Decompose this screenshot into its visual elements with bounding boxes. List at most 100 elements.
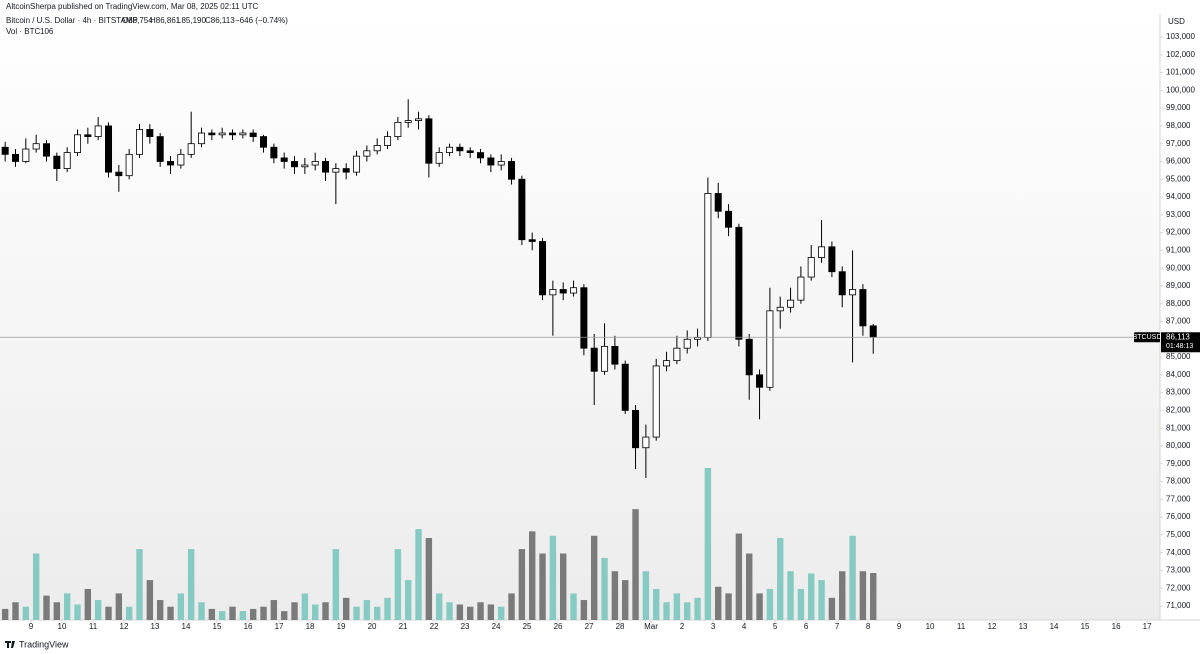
volume-bar xyxy=(218,611,226,620)
volume-bar xyxy=(74,604,81,620)
x-tick-label: 25 xyxy=(523,622,532,631)
candle-body xyxy=(528,239,536,242)
candle-body xyxy=(177,153,185,166)
volume-bar xyxy=(63,593,71,620)
candle-body xyxy=(198,132,206,145)
y-tick-label: 103,000 xyxy=(1166,32,1195,41)
candle-body xyxy=(270,146,278,159)
volume-bar xyxy=(663,602,670,620)
candle-body xyxy=(342,168,350,173)
volume-bar xyxy=(715,586,722,620)
volume-bar xyxy=(560,553,567,620)
volume-bar xyxy=(570,593,577,620)
volume-bar xyxy=(456,604,464,620)
volume-bar xyxy=(136,549,143,620)
y-tick-label: 82,000 xyxy=(1166,406,1191,415)
x-tick-label: 11 xyxy=(957,622,966,631)
candle-body xyxy=(332,168,340,173)
candle-body xyxy=(539,241,547,296)
candle-body xyxy=(167,161,175,166)
volume-bar xyxy=(105,606,112,620)
volume-bar xyxy=(591,535,598,620)
candle-body xyxy=(508,161,516,180)
volume-bar xyxy=(580,600,588,620)
volume-bar xyxy=(549,535,557,620)
volume-last: 106 xyxy=(40,27,54,36)
x-tick-label: 14 xyxy=(1050,622,1059,631)
candle-body xyxy=(404,120,412,123)
candle-body xyxy=(22,148,30,162)
candle-body xyxy=(477,152,485,159)
volume-bar xyxy=(270,600,278,620)
candle-body xyxy=(797,276,805,301)
candle-body xyxy=(415,118,423,121)
x-tick-label: 8 xyxy=(866,622,871,631)
volume-bar xyxy=(622,580,629,620)
x-tick-label: 12 xyxy=(120,622,129,631)
candle-body xyxy=(838,271,846,296)
volume-bar xyxy=(529,531,536,620)
candle-body xyxy=(394,121,402,137)
candle-body xyxy=(642,436,650,449)
x-tick-label: 28 xyxy=(616,622,625,631)
x-tick-label: 15 xyxy=(213,622,222,631)
candle-body xyxy=(239,132,247,136)
volume-bar xyxy=(32,553,40,620)
volume-bar xyxy=(198,602,205,620)
x-tick-label: 11 xyxy=(89,622,98,631)
symbol-tag xyxy=(1134,332,1160,343)
volume-bar xyxy=(828,597,836,620)
candle-body xyxy=(756,374,764,388)
candle-body xyxy=(497,161,505,166)
x-tick-label: 21 xyxy=(399,622,408,631)
x-tick-label: 26 xyxy=(554,622,563,631)
y-tick-label: 95,000 xyxy=(1166,174,1191,183)
volume-bar xyxy=(311,604,319,620)
volume-bar xyxy=(167,606,174,620)
volume-bar xyxy=(43,595,50,620)
x-tick-label: 9 xyxy=(29,622,34,631)
y-tick-label: 73,000 xyxy=(1166,566,1191,575)
candle-body xyxy=(43,143,51,157)
volume-bar xyxy=(539,553,546,620)
candle-body xyxy=(683,338,691,349)
volume-bar xyxy=(425,537,433,620)
candle-body xyxy=(694,337,702,340)
candle-body xyxy=(466,150,474,153)
candle-body xyxy=(384,136,392,146)
brand-name: TradingView xyxy=(19,639,69,649)
candle-body xyxy=(187,143,195,155)
candle-body xyxy=(456,146,464,152)
volume-bar xyxy=(394,549,402,620)
y-tick-label: 100,000 xyxy=(1166,85,1195,94)
volume-bar xyxy=(673,593,681,620)
y-tick-label: 90,000 xyxy=(1166,263,1191,272)
candle-body xyxy=(621,363,629,411)
volume-bar xyxy=(684,602,691,620)
y-tick-label: 84,000 xyxy=(1166,370,1191,379)
candle-body xyxy=(136,129,144,155)
y-tick-label: 88,000 xyxy=(1166,299,1191,308)
candle-body xyxy=(735,226,743,340)
candle-body xyxy=(776,306,784,312)
legend-open: O86,754 xyxy=(122,16,153,25)
volume-bar xyxy=(239,611,247,620)
candle-body xyxy=(518,178,526,241)
y-tick-label: 78,000 xyxy=(1166,477,1191,486)
candle-body xyxy=(146,129,154,137)
x-tick-label: 24 xyxy=(492,622,501,631)
x-tick-label: 10 xyxy=(926,622,935,631)
volume-bar xyxy=(518,549,526,620)
x-tick-label: 10 xyxy=(58,622,67,631)
volume-bar xyxy=(653,588,660,620)
candle-body xyxy=(1,146,9,155)
x-tick-label: 23 xyxy=(461,622,470,631)
candle-body xyxy=(291,161,299,168)
x-tick-label: 16 xyxy=(244,622,253,631)
candle-body xyxy=(353,155,361,173)
volume-bar xyxy=(229,606,236,620)
y-tick-label: 98,000 xyxy=(1166,121,1191,130)
y-tick-label: 93,000 xyxy=(1166,210,1191,219)
y-tick-label: 81,000 xyxy=(1166,423,1191,432)
